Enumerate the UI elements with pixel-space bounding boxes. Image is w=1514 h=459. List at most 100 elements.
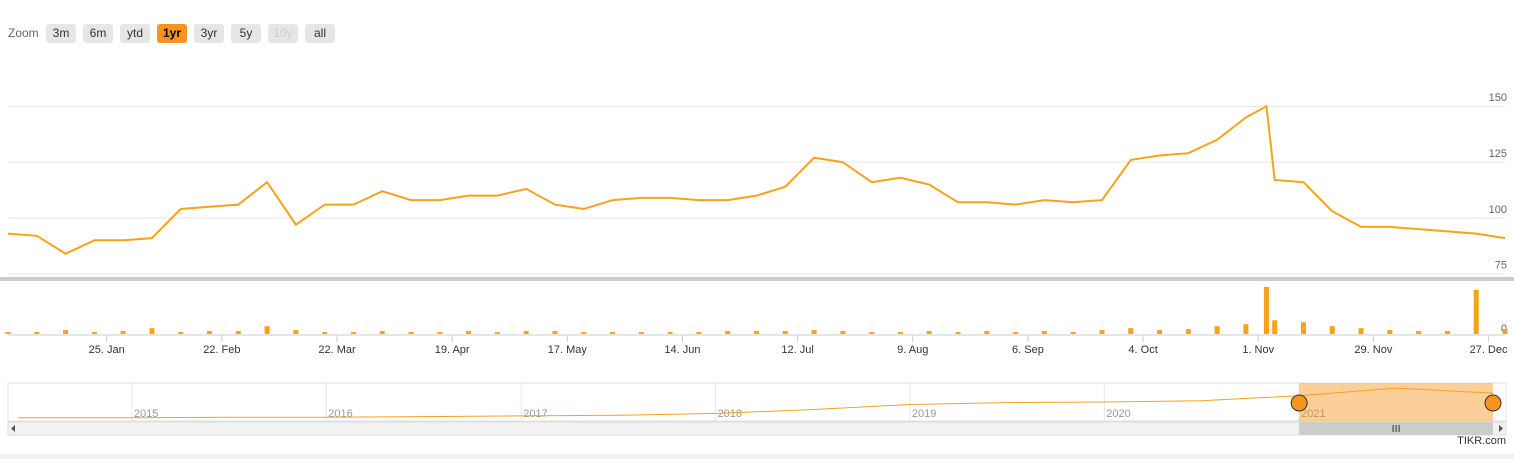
volume-bar	[869, 332, 875, 334]
volume-bar	[1272, 320, 1278, 334]
x-tick-label: 17. May	[548, 344, 588, 356]
zoom-label: Zoom	[8, 26, 39, 40]
volume-bar	[1128, 328, 1134, 334]
zoom-button[interactable]	[46, 24, 76, 43]
volume-bar	[1185, 329, 1191, 334]
volume-bar	[754, 331, 759, 334]
navigator-handle[interactable]	[1290, 394, 1308, 412]
zoom-button-label[interactable]: 5y	[240, 26, 253, 40]
x-tick-label: 25. Jan	[89, 344, 125, 356]
navigator-tick-label: 2018	[718, 408, 742, 420]
volume-bar	[466, 331, 472, 334]
zoom-button-label[interactable]: 1yr	[163, 26, 181, 40]
zoom-button	[268, 24, 298, 43]
volume-bar	[1013, 332, 1019, 334]
pane-separator	[0, 277, 1514, 281]
x-tick-label: 6. Sep	[1012, 344, 1044, 356]
volume-bar	[1214, 326, 1220, 334]
zoom-button-label[interactable]: 3yr	[201, 26, 218, 40]
volume-bar	[667, 332, 673, 334]
volume-bar	[63, 330, 69, 334]
volume-bar	[1416, 331, 1422, 334]
y2-tick-label: 0	[1501, 323, 1507, 335]
navigator-frame	[7, 382, 1507, 422]
volume-bar	[235, 331, 241, 334]
zoom-button-label: 10y	[273, 26, 292, 40]
volume-bar	[1157, 330, 1163, 334]
volume-bar	[638, 332, 644, 334]
volume-bar	[1041, 331, 1047, 334]
volume-bar	[1070, 332, 1076, 334]
volume-bar	[120, 331, 126, 334]
volume-bar	[1502, 329, 1508, 334]
volume-bar	[408, 332, 414, 334]
x-tick-label: 22. Mar	[318, 344, 356, 356]
volume-bar	[178, 332, 184, 334]
navigator-line	[18, 387, 1494, 419]
volume-bar	[1263, 286, 1269, 334]
x-tick-label: 29. Nov	[1354, 344, 1392, 356]
navigator-tick-label: 2015	[134, 408, 158, 420]
volume-bar	[1243, 324, 1249, 334]
x-tick-label: 22. Feb	[203, 344, 240, 356]
volume-bar	[897, 332, 903, 334]
navigator-handle[interactable]	[1484, 394, 1502, 412]
volume-bar	[811, 330, 817, 334]
zoom-button-label[interactable]: 3m	[53, 26, 70, 40]
x-tick-label: 9. Aug	[897, 344, 928, 356]
y-tick-label: 125	[1489, 148, 1507, 160]
y-tick-label: 150	[1489, 92, 1507, 104]
navigator-tick-label: 2019	[912, 408, 936, 420]
volume-bar	[379, 331, 385, 334]
volume-bar	[984, 331, 990, 334]
zoom-button[interactable]	[194, 24, 224, 43]
scrollbar-left-arrow[interactable]	[11, 425, 15, 432]
volume-bar	[523, 331, 529, 334]
zoom-button[interactable]	[231, 24, 261, 43]
volume-bar	[293, 330, 299, 334]
x-tick-label: 1. Nov	[1242, 344, 1274, 356]
x-tick-label: 14. Jun	[664, 344, 700, 356]
x-tick-label: 19. Apr	[435, 344, 470, 356]
volume-bar	[322, 332, 328, 334]
volume-bar	[1329, 326, 1335, 334]
volume-bar	[1099, 330, 1105, 334]
x-tick-label: 4. Oct	[1128, 344, 1157, 356]
scrollbar-right-arrow[interactable]	[1499, 425, 1503, 432]
volume-bar	[782, 331, 788, 334]
volume-bar	[350, 332, 356, 334]
x-tick-label: 27. Dec	[1470, 344, 1508, 356]
zoom-button-label[interactable]: all	[314, 26, 326, 40]
credit[interactable]: TIKR.com	[1457, 435, 1506, 447]
volume-bar	[1473, 289, 1479, 334]
navigator-tick-label: 2016	[328, 408, 352, 420]
scrollbar-track	[7, 421, 1507, 436]
price-line	[7, 104, 1506, 255]
volume-bar	[552, 331, 558, 334]
volume-bar	[91, 332, 97, 334]
bottom-strip	[0, 454, 1514, 459]
volume-bar	[1300, 322, 1306, 334]
zoom-button-label[interactable]: ytd	[127, 26, 143, 40]
volume-bar	[5, 332, 11, 334]
volume-bar	[1387, 330, 1393, 334]
volume-bar	[1358, 328, 1364, 334]
zoom-button[interactable]	[305, 24, 335, 43]
volume-bar	[725, 331, 731, 334]
volume-bar	[581, 332, 587, 334]
x-tick-label: 12. Jul	[781, 344, 813, 356]
navigator-tick-label: 2021	[1301, 408, 1325, 420]
volume-bar	[955, 332, 961, 334]
volume-bar	[437, 332, 443, 334]
zoom-button-label[interactable]: 6m	[90, 26, 107, 40]
volume-bar	[610, 332, 616, 334]
volume-bar	[840, 331, 846, 334]
zoom-button[interactable]	[83, 24, 113, 43]
y-tick-label: 75	[1495, 260, 1507, 272]
navigator-selection	[1299, 383, 1493, 421]
volume-bar	[149, 328, 155, 334]
zoom-button[interactable]	[157, 24, 187, 43]
zoom-button[interactable]	[120, 24, 150, 43]
